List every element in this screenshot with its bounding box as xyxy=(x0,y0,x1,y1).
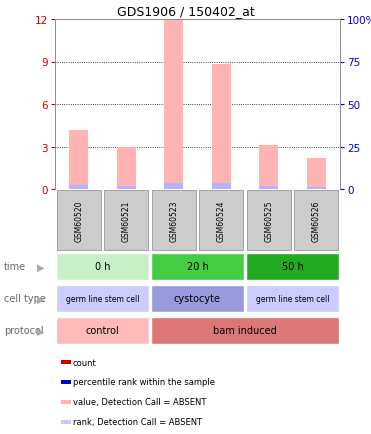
Text: count: count xyxy=(73,358,96,367)
Bar xyxy=(199,191,243,250)
Text: bam induced: bam induced xyxy=(213,326,277,336)
Text: 20 h: 20 h xyxy=(187,262,209,272)
Bar xyxy=(61,360,71,365)
Text: germ line stem cell: germ line stem cell xyxy=(66,294,139,303)
Bar xyxy=(151,253,244,281)
Bar xyxy=(57,191,101,250)
Bar xyxy=(164,20,183,190)
Text: cell type: cell type xyxy=(4,294,46,304)
Bar xyxy=(151,317,339,345)
Bar xyxy=(307,187,326,190)
Text: rank, Detection Call = ABSENT: rank, Detection Call = ABSENT xyxy=(73,418,202,427)
Text: GSM60523: GSM60523 xyxy=(169,200,178,241)
Text: value, Detection Call = ABSENT: value, Detection Call = ABSENT xyxy=(73,398,206,407)
Bar xyxy=(259,187,278,190)
Bar xyxy=(151,285,244,313)
Text: GDS1906 / 150402_at: GDS1906 / 150402_at xyxy=(116,5,255,18)
Text: control: control xyxy=(86,326,119,336)
Bar xyxy=(69,130,88,190)
Text: ▶: ▶ xyxy=(37,294,45,304)
Text: GSM60520: GSM60520 xyxy=(74,200,83,241)
Text: 50 h: 50 h xyxy=(282,262,303,272)
Text: cystocyte: cystocyte xyxy=(174,294,221,304)
Text: ▶: ▶ xyxy=(37,326,45,336)
Bar xyxy=(152,191,196,250)
Bar xyxy=(164,183,183,190)
Text: GSM60525: GSM60525 xyxy=(264,200,273,241)
Text: GSM60521: GSM60521 xyxy=(122,200,131,241)
Bar xyxy=(295,191,338,250)
Bar xyxy=(246,285,339,313)
Bar xyxy=(307,158,326,190)
Bar xyxy=(56,285,149,313)
Text: time: time xyxy=(4,262,26,272)
Bar xyxy=(56,317,149,345)
Text: ▶: ▶ xyxy=(37,262,45,272)
Bar xyxy=(56,253,149,281)
Bar xyxy=(246,253,339,281)
Text: 0 h: 0 h xyxy=(95,262,110,272)
Bar xyxy=(104,191,148,250)
Bar xyxy=(61,420,71,424)
Bar xyxy=(247,191,290,250)
Bar xyxy=(212,65,231,190)
Bar xyxy=(117,187,136,190)
Bar xyxy=(259,146,278,190)
Bar xyxy=(212,184,231,190)
Text: germ line stem cell: germ line stem cell xyxy=(256,294,329,303)
Text: protocol: protocol xyxy=(4,326,43,336)
Text: GSM60526: GSM60526 xyxy=(312,200,321,241)
Bar xyxy=(117,147,136,190)
Bar xyxy=(61,400,71,404)
Text: percentile rank within the sample: percentile rank within the sample xyxy=(73,378,215,387)
Text: GSM60524: GSM60524 xyxy=(217,200,226,241)
Bar xyxy=(69,185,88,190)
Bar xyxy=(61,380,71,385)
